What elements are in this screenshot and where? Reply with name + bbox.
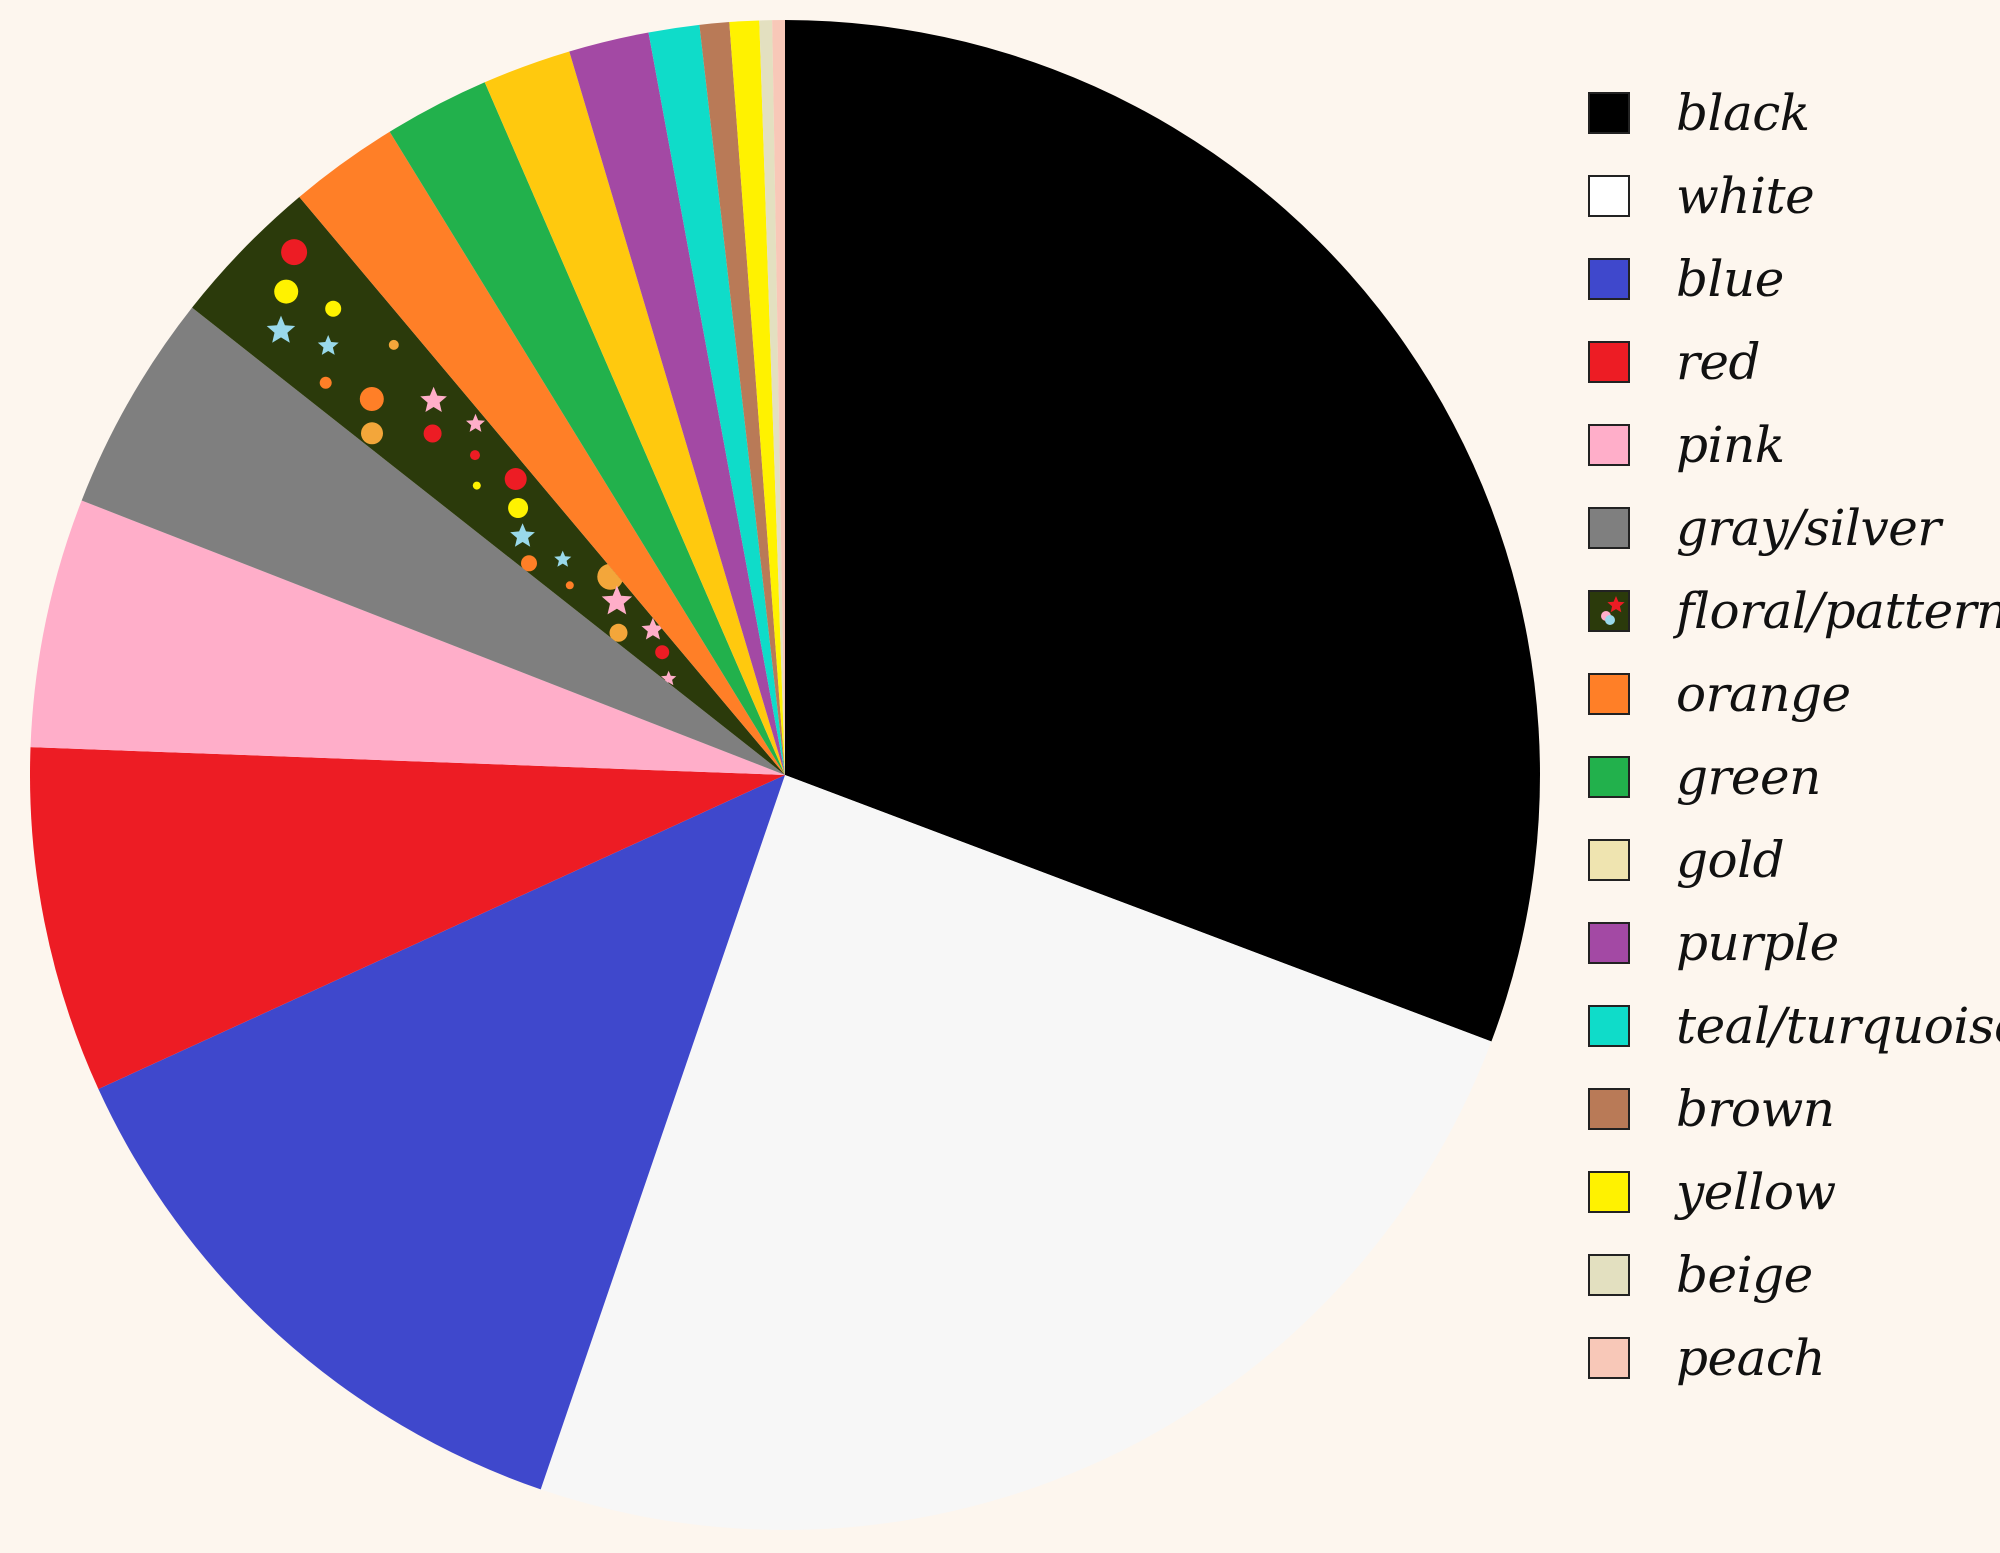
legend-swatch	[1588, 341, 1630, 383]
legend-item-pink: pink	[1578, 410, 1988, 493]
legend-swatch	[1588, 258, 1630, 300]
pie-slice-pink	[30, 500, 785, 775]
pie-slice-purple	[569, 32, 785, 775]
legend-swatch	[1588, 922, 1630, 964]
pie-slice-blue	[98, 775, 785, 1490]
legend-label: pink	[1676, 416, 1785, 474]
legend-label: black	[1676, 84, 1810, 142]
legend-swatch	[1588, 1088, 1630, 1130]
pie-slice-gold	[484, 51, 785, 776]
floral-pattern-decoration	[266, 239, 677, 686]
pie-slice-orange	[299, 131, 785, 775]
legend-label: purple	[1676, 914, 1839, 972]
legend-swatch	[1588, 839, 1630, 881]
pie-slice-yellow	[729, 20, 785, 775]
legend-swatch	[1588, 1337, 1630, 1379]
legend-item-beige: beige	[1578, 1240, 1988, 1323]
legend-item-green: green	[1578, 742, 1988, 825]
pie-slice-floral-pattern	[192, 196, 786, 775]
legend-label: gray/silver	[1676, 499, 1941, 557]
legend-swatch	[1588, 590, 1630, 632]
legend-item-gray-silver: gray/silver	[1578, 493, 1988, 576]
legend-swatch	[1588, 92, 1630, 134]
pie-slice-teal-turquoise	[648, 24, 785, 776]
legend-swatch	[1588, 756, 1630, 798]
pie-slice-green	[389, 82, 785, 775]
legend-swatch	[1588, 424, 1630, 466]
legend-label: red	[1676, 333, 1761, 391]
legend-label: teal/turquoise	[1676, 997, 2000, 1055]
legend-item-gold: gold	[1578, 825, 1988, 908]
pie-slice-red	[29, 747, 785, 1089]
legend-item-black: black	[1578, 78, 1988, 161]
legend-item-purple: purple	[1578, 908, 1988, 991]
legend-item-orange: orange	[1578, 659, 1988, 742]
legend-label: yellow	[1676, 1163, 1836, 1221]
legend-swatch	[1588, 1254, 1630, 1296]
legend-label: orange	[1676, 665, 1851, 723]
legend-item-brown: brown	[1578, 1074, 1988, 1157]
legend-label: gold	[1676, 831, 1785, 889]
legend-label: beige	[1676, 1246, 1813, 1304]
legend-swatch	[1588, 1171, 1630, 1213]
legend-label: blue	[1676, 250, 1784, 308]
legend-swatch	[1588, 673, 1630, 715]
pie-slice-white	[540, 775, 1492, 1530]
legend-label: peach	[1676, 1329, 1826, 1387]
legend-label: green	[1676, 748, 1821, 806]
legend-item-teal-turquoise: teal/turquoise	[1578, 991, 2000, 1074]
legend-label: floral/pattern	[1676, 582, 2000, 640]
pie-slice-black	[785, 20, 1540, 1042]
legend-item-yellow: yellow	[1578, 1157, 1988, 1240]
legend-item-white: white	[1578, 161, 1988, 244]
legend-item-floral-pattern: floral/pattern	[1578, 576, 2000, 659]
legend-swatch	[1588, 507, 1630, 549]
pie-slice-gray-silver	[81, 307, 786, 775]
legend-item-blue: blue	[1578, 244, 1988, 327]
pie-slice-beige	[759, 20, 785, 776]
legend-swatch	[1588, 1005, 1630, 1047]
legend: black white blue red pink gray/silver floral/p…	[1578, 78, 2000, 1406]
pie-slice-brown	[699, 22, 785, 776]
pie-slice-peach	[772, 20, 785, 775]
legend-label: white	[1676, 167, 1815, 225]
legend-swatch	[1588, 175, 1630, 217]
legend-item-red: red	[1578, 327, 1988, 410]
legend-item-peach: peach	[1578, 1323, 1988, 1406]
legend-label: brown	[1676, 1080, 1835, 1138]
